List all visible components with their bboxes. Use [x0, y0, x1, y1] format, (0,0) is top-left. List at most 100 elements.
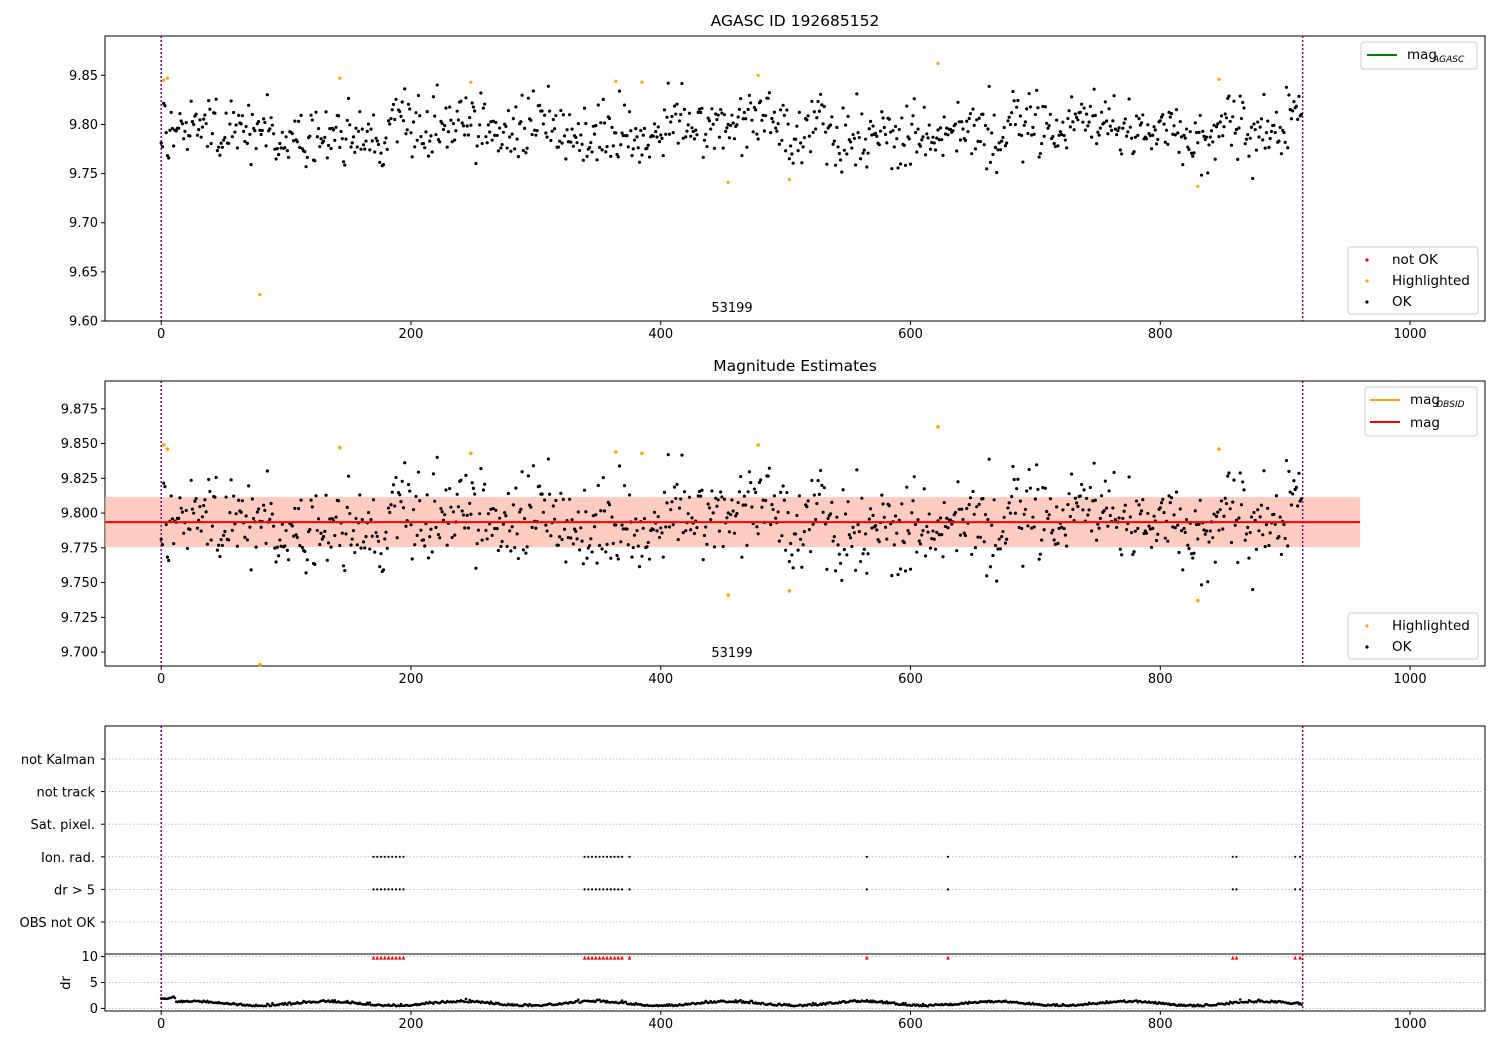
ok-point: [280, 130, 284, 134]
panel-agasc-legend-lines: mag AGASC: [1360, 41, 1478, 70]
ok-point: [1076, 118, 1080, 122]
ok-point: [484, 528, 488, 532]
ok-point: [736, 500, 740, 505]
ok-point: [957, 507, 961, 511]
ok-point: [348, 123, 352, 127]
ok-point: [434, 133, 438, 137]
ok-point: [475, 144, 479, 148]
ok-point: [905, 104, 909, 108]
ok-point: [400, 100, 404, 104]
ok-point: [263, 508, 267, 512]
ok-point: [509, 549, 513, 553]
ok-point: [290, 131, 294, 136]
ok-point: [830, 115, 834, 119]
ok-point: [1162, 510, 1166, 515]
ok-point: [1093, 113, 1097, 117]
ok-point: [983, 123, 988, 128]
ok-point: [188, 134, 192, 138]
ok-point: [831, 142, 835, 146]
ok-point: [388, 122, 392, 126]
ok-point: [861, 552, 865, 556]
ok-point: [533, 128, 537, 132]
ok-point: [383, 537, 387, 541]
ok-point: [1008, 511, 1013, 515]
ok-point: [828, 512, 833, 516]
ok-point: [820, 103, 824, 107]
ok-point: [705, 144, 709, 149]
ok-point: [1207, 143, 1211, 147]
ok-point: [1112, 94, 1116, 98]
ok-point: [640, 153, 644, 157]
ok-point: [1036, 487, 1040, 491]
ok-point: [967, 116, 971, 121]
ok-point: [1223, 496, 1227, 500]
panel-flags-points: [372, 855, 1302, 891]
ok-point: [767, 91, 771, 95]
ok-point: [868, 507, 873, 511]
ok-point: [424, 130, 428, 134]
ok-point: [358, 493, 362, 497]
ok-point: [398, 109, 402, 114]
ok-point: [250, 497, 254, 501]
ok-point: [911, 114, 915, 118]
ok-point: [647, 557, 652, 561]
ok-point: [433, 114, 437, 118]
ok-point: [881, 116, 885, 120]
ok-point: [622, 103, 627, 107]
ok-point: [222, 533, 226, 537]
ok-point: [915, 550, 919, 554]
ok-point: [485, 141, 489, 145]
ok-point: [626, 543, 630, 547]
ok-point: [825, 162, 829, 166]
ok-point: [727, 530, 732, 534]
ok-point: [988, 160, 993, 164]
ok-point: [610, 515, 614, 519]
ok-point: [284, 528, 288, 533]
ok-point: [881, 502, 885, 506]
ok-point: [1061, 120, 1065, 124]
ok-point: [1048, 497, 1052, 501]
flag-row-label: Sat. pixel.: [31, 818, 95, 833]
ok-point: [486, 512, 491, 516]
ok-point: [373, 150, 377, 154]
ok-point: [1065, 544, 1069, 548]
ok-point: [340, 531, 344, 535]
ok-point: [755, 525, 759, 529]
ok-point: [516, 154, 520, 159]
ok-point: [283, 544, 287, 548]
ok-point: [669, 120, 673, 124]
ok-point: [1097, 133, 1101, 137]
dr-point: [264, 1004, 268, 1008]
ok-point: [634, 517, 638, 521]
ok-point: [1133, 135, 1137, 139]
dr-clipped-marker: [586, 955, 591, 960]
ok-point: [1027, 467, 1031, 472]
ok-point: [1149, 147, 1154, 151]
ok-point: [1217, 528, 1221, 532]
ok-point: [1056, 144, 1060, 148]
ok-point: [459, 99, 463, 103]
ok-point: [1243, 142, 1247, 146]
ok-point: [1053, 542, 1057, 546]
ok-point: [670, 114, 674, 119]
ok-point: [751, 130, 755, 134]
ok-point: [897, 127, 901, 132]
flag-point: [391, 888, 394, 891]
ok-point: [799, 141, 803, 145]
ok-point: [645, 545, 649, 549]
ok-point: [742, 110, 747, 115]
ok-point: [1282, 522, 1286, 527]
ok-point: [669, 508, 673, 512]
ok-point: [736, 115, 740, 119]
ok-point: [531, 89, 535, 93]
ok-point: [1227, 471, 1231, 475]
ok-point: [654, 129, 658, 134]
ok-point: [591, 514, 595, 518]
ok-point: [373, 550, 377, 554]
dr-point: [892, 1001, 896, 1004]
ok-point: [535, 128, 539, 133]
ok-point: [877, 540, 881, 544]
ok-point: [408, 489, 412, 493]
ok-point: [1137, 503, 1141, 507]
ok-point: [717, 529, 722, 533]
